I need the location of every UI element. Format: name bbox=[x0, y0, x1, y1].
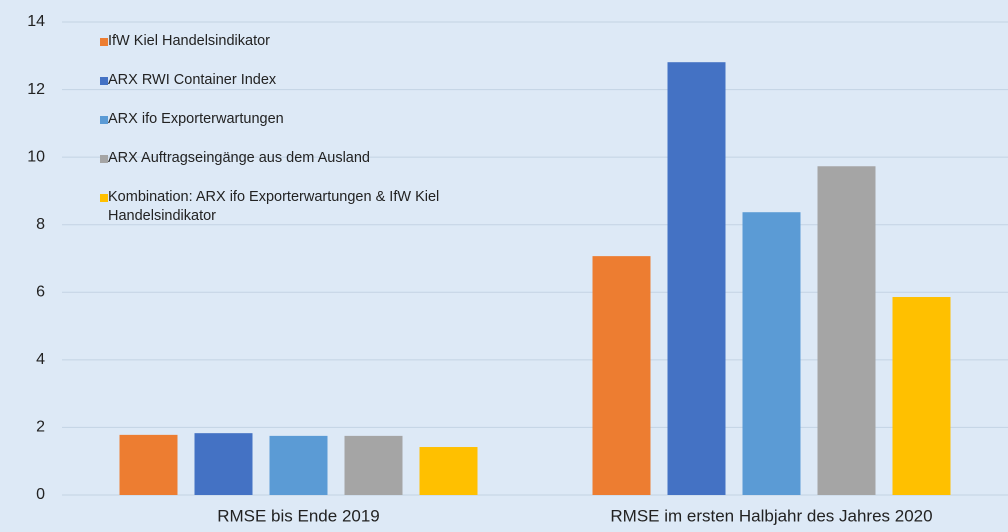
legend-swatch bbox=[100, 38, 108, 46]
x-tick-label: RMSE bis Ende 2019 bbox=[217, 506, 380, 525]
legend-swatch bbox=[100, 116, 108, 124]
y-tick-label: 2 bbox=[36, 419, 45, 436]
legend-item: ARX ifo Exporterwartungen bbox=[100, 110, 520, 129]
bar bbox=[119, 434, 178, 495]
legend-swatch bbox=[100, 77, 108, 85]
y-tick-label: 6 bbox=[36, 284, 45, 301]
legend-swatch bbox=[100, 155, 108, 163]
legend-label: ARX ifo Exporterwartungen bbox=[108, 111, 284, 127]
y-tick-label: 4 bbox=[36, 351, 45, 368]
bar bbox=[344, 435, 403, 495]
legend-label: ARX RWI Container Index bbox=[108, 72, 277, 88]
bar bbox=[592, 256, 651, 495]
y-tick-label: 0 bbox=[36, 486, 45, 503]
y-tick-label: 10 bbox=[27, 148, 45, 165]
legend: IfW Kiel Handelsindikator ARX RWI Contain… bbox=[100, 32, 520, 246]
bar bbox=[419, 447, 478, 495]
legend-label: ARX Auftragseingänge aus dem Ausland bbox=[108, 150, 370, 166]
y-tick-label: 8 bbox=[36, 216, 45, 233]
legend-label: Kombination: ARX ifo Exporterwartungen &… bbox=[108, 189, 440, 224]
legend-item: ARX RWI Container Index bbox=[100, 71, 520, 90]
legend-item: ARX Auftragseingänge aus dem Ausland bbox=[100, 149, 520, 168]
legend-swatch bbox=[100, 194, 108, 202]
bar bbox=[667, 62, 726, 496]
x-tick-label: RMSE im ersten Halbjahr des Jahres 2020 bbox=[610, 506, 932, 525]
y-tick-label: 12 bbox=[27, 81, 45, 98]
bar bbox=[194, 433, 253, 495]
bar bbox=[892, 297, 951, 495]
legend-item: Kombination: ARX ifo Exporterwartungen &… bbox=[100, 188, 520, 226]
y-tick-label: 14 bbox=[27, 13, 45, 30]
legend-label: IfW Kiel Handelsindikator bbox=[108, 33, 270, 49]
bar bbox=[817, 166, 876, 495]
bar bbox=[269, 435, 328, 495]
bar bbox=[742, 212, 801, 496]
legend-item: IfW Kiel Handelsindikator bbox=[100, 32, 520, 51]
